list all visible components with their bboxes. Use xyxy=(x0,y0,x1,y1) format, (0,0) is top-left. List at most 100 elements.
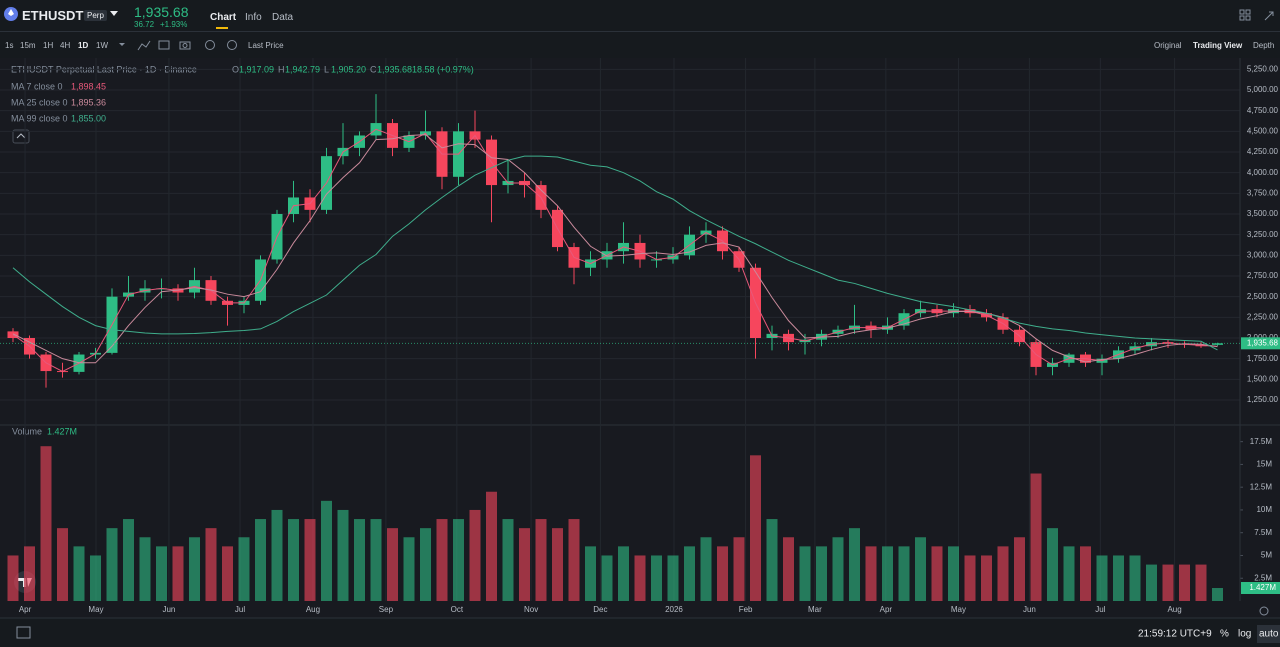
volume-bar xyxy=(469,509,481,601)
volume-bar xyxy=(172,546,184,601)
tab[interactable]: Info xyxy=(245,12,262,23)
volume-bar xyxy=(585,546,596,601)
volume-bar xyxy=(304,519,316,601)
interval[interactable]: 4H xyxy=(60,41,71,50)
volume-tick-label: 12.5M xyxy=(1250,482,1273,491)
volume-bar xyxy=(1113,555,1124,601)
badge: Perp xyxy=(84,10,107,21)
ma-value: 1,898.45 xyxy=(71,81,106,91)
settings-icon xyxy=(1259,606,1269,616)
x-tick-label: Apr xyxy=(880,605,893,614)
volume-bar xyxy=(816,546,827,601)
volume-bar xyxy=(403,537,415,601)
y-tick-label: 4,750.00 xyxy=(1247,106,1279,115)
view[interactable]: Trading View xyxy=(1193,41,1243,50)
volume-bar xyxy=(618,546,629,601)
volume-bar xyxy=(1129,555,1141,601)
y-tick-label: 4,250.00 xyxy=(1247,147,1279,156)
volume-bar xyxy=(783,537,794,601)
volume-bar xyxy=(222,546,233,601)
last-price-box xyxy=(1241,337,1280,350)
tab[interactable]: Chart xyxy=(210,12,237,23)
volume-bar xyxy=(436,519,448,601)
volume-tick-label: 10M xyxy=(1256,505,1272,514)
x-tick-label: Jul xyxy=(235,605,245,614)
volume-bar xyxy=(337,509,349,601)
volume-bar xyxy=(24,546,35,601)
x-tick-label: Jun xyxy=(162,605,175,614)
volume-bar xyxy=(288,519,299,601)
interval[interactable]: 15m xyxy=(20,41,36,50)
x-tick-label: Sep xyxy=(379,605,394,614)
header-change: 36.72 xyxy=(134,20,155,29)
calendar-icon[interactable] xyxy=(16,626,31,639)
dropdown-icon[interactable] xyxy=(110,11,118,17)
x-tick-label: Nov xyxy=(524,605,538,614)
ohlc-key: O xyxy=(232,64,239,74)
view[interactable]: Original xyxy=(1154,41,1182,50)
volume-bar xyxy=(40,446,52,601)
x-tick-label: Oct xyxy=(451,605,464,614)
tool-icons[interactable] xyxy=(116,38,241,52)
volume-name: Volume xyxy=(12,426,42,436)
option[interactable]: auto xyxy=(1259,629,1279,640)
ohlc-value: 1,905.20 xyxy=(331,64,366,74)
volume-bar xyxy=(948,546,959,601)
volume-bar xyxy=(667,555,679,601)
volume-last: 1.427M xyxy=(47,426,77,436)
volume-bar xyxy=(73,546,85,601)
x-tick-label: Aug xyxy=(306,605,320,614)
candle-body xyxy=(1212,343,1223,345)
interval[interactable]: 1D xyxy=(78,41,89,50)
volume-bar xyxy=(535,519,547,601)
volume-bar xyxy=(1030,473,1042,601)
layout-icons[interactable] xyxy=(1239,9,1275,21)
view[interactable]: Depth xyxy=(1253,41,1275,50)
y-tick-label: 5,000.00 xyxy=(1247,85,1279,94)
x-tick-label: 2026 xyxy=(665,605,683,614)
ma-value: 1,855.00 xyxy=(71,113,106,123)
volume-bar xyxy=(865,546,877,601)
volume-bar xyxy=(354,519,365,601)
interval[interactable]: 1H xyxy=(43,41,54,50)
x-tick-label: Jun xyxy=(1023,605,1036,614)
x-tick-label: Dec xyxy=(593,605,607,614)
volume-bar xyxy=(420,528,431,601)
volume-bar xyxy=(1096,555,1108,601)
option[interactable]: % xyxy=(1220,629,1229,640)
last-price-label: 1,935.68 xyxy=(1247,338,1279,347)
volume-bar xyxy=(321,500,332,601)
symbol[interactable]: ETHUSDT xyxy=(22,8,84,23)
collapse-icon xyxy=(16,133,26,139)
x-tick-label: Aug xyxy=(1167,605,1181,614)
volume-bar xyxy=(799,546,811,601)
volume-bar xyxy=(238,537,250,601)
y-tick-label: 3,500.00 xyxy=(1247,209,1279,218)
volume-bar xyxy=(634,555,646,601)
symbol-icon xyxy=(4,7,18,21)
volume-bar xyxy=(717,546,728,601)
ohlc-value: 1,942.79 xyxy=(285,64,320,74)
y-tick-label: 2,750.00 xyxy=(1247,271,1279,280)
volume-tick-label: 2.5M xyxy=(1254,573,1272,582)
clock: 21:59:12 UTC+9 xyxy=(1138,629,1212,640)
volume-bar xyxy=(156,546,167,601)
y-tick-label: 2,500.00 xyxy=(1247,292,1279,301)
volume-bar xyxy=(189,537,200,601)
x-tick-label: Jul xyxy=(1095,605,1105,614)
volume-bar xyxy=(1063,546,1075,601)
volume-bar xyxy=(271,509,283,601)
collapse-button[interactable] xyxy=(12,129,30,144)
volume-bar xyxy=(139,537,151,601)
interval[interactable]: 1W xyxy=(96,41,108,50)
volume-bar xyxy=(57,528,68,601)
interval[interactable]: 1s xyxy=(5,41,14,50)
x-tick-label: May xyxy=(951,605,966,614)
price-type[interactable]: Last Price xyxy=(248,41,284,50)
volume-bar xyxy=(1162,564,1174,601)
option[interactable]: log xyxy=(1238,629,1251,640)
tab[interactable]: Data xyxy=(272,12,294,23)
ohlc-value: 1,917.09 xyxy=(239,64,274,74)
ohlc-key: L xyxy=(324,64,329,74)
